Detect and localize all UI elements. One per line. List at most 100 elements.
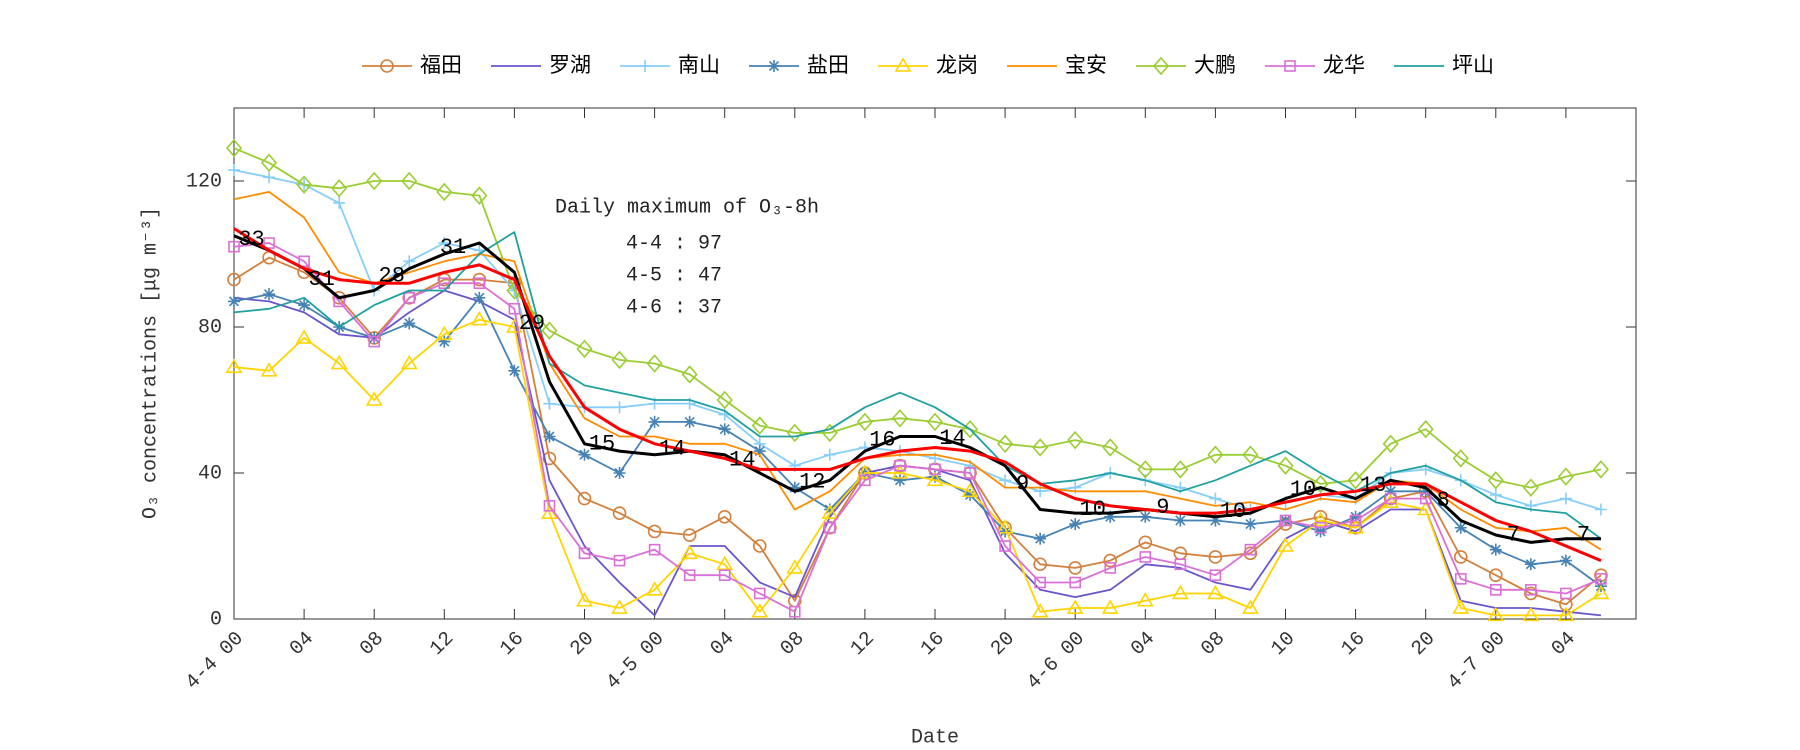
marker xyxy=(260,362,278,377)
marker xyxy=(1034,576,1046,589)
marker xyxy=(576,592,593,607)
marker xyxy=(298,255,310,268)
legend-label: 盐田 xyxy=(807,53,849,77)
marker xyxy=(751,603,769,618)
marker xyxy=(1033,557,1047,572)
marker xyxy=(1242,599,1259,614)
annotation-line: 4-4 : 97 xyxy=(626,232,722,255)
marker xyxy=(1136,592,1154,607)
marker xyxy=(403,317,416,330)
marker xyxy=(647,524,662,539)
marker xyxy=(471,186,488,205)
marker xyxy=(403,291,416,304)
marker xyxy=(298,299,311,312)
marker xyxy=(926,471,944,487)
marker xyxy=(1347,519,1364,534)
marker xyxy=(228,240,240,253)
marker xyxy=(753,587,766,600)
marker xyxy=(438,237,451,250)
marker xyxy=(1242,445,1259,464)
marker xyxy=(1207,584,1224,600)
point-label: 7 xyxy=(1507,523,1520,548)
marker xyxy=(1067,430,1084,450)
marker xyxy=(1069,576,1081,589)
annotation-line: 4-5 : 47 xyxy=(626,264,722,287)
marker xyxy=(263,288,276,301)
marker xyxy=(1384,485,1397,498)
marker xyxy=(1347,471,1364,490)
point-label: 16 xyxy=(869,428,895,453)
marker xyxy=(365,391,383,406)
point-label: 10 xyxy=(1290,477,1316,502)
marker xyxy=(1525,583,1537,596)
point-label: 28 xyxy=(379,263,405,288)
marker xyxy=(1454,573,1467,585)
marker xyxy=(999,474,1012,487)
point-label: 9 xyxy=(1016,471,1029,496)
marker xyxy=(681,365,698,384)
marker xyxy=(1522,606,1540,622)
marker xyxy=(1557,467,1574,486)
annotation-line: 4-6 : 37 xyxy=(626,296,722,319)
marker xyxy=(999,540,1011,552)
marker xyxy=(1069,518,1082,531)
marker xyxy=(333,196,346,209)
point-label: 29 xyxy=(519,311,545,336)
marker xyxy=(470,311,488,326)
marker xyxy=(1524,558,1537,571)
marker xyxy=(786,423,803,443)
marker xyxy=(1209,514,1222,527)
series-line xyxy=(233,293,1602,587)
point-label: 15 xyxy=(589,431,615,456)
marker xyxy=(821,504,839,519)
marker xyxy=(368,331,381,344)
point-label: 10 xyxy=(1080,497,1106,522)
marker xyxy=(402,290,417,305)
marker xyxy=(1312,511,1329,527)
marker xyxy=(435,325,453,341)
marker xyxy=(227,272,241,287)
marker xyxy=(1031,603,1049,618)
marker xyxy=(1312,474,1329,494)
marker xyxy=(1594,503,1607,516)
point-label: 8 xyxy=(1437,488,1450,513)
point-label: 9 xyxy=(1156,495,1169,520)
marker xyxy=(768,60,780,72)
marker xyxy=(646,581,663,596)
marker xyxy=(717,509,732,524)
series-line xyxy=(233,234,1601,544)
point-label: 12 xyxy=(799,470,825,495)
marker xyxy=(1277,456,1294,475)
marker xyxy=(1174,558,1187,571)
marker xyxy=(380,59,394,73)
marker xyxy=(1139,551,1152,563)
marker xyxy=(683,569,696,582)
legend-label: 罗湖 xyxy=(549,53,591,77)
marker xyxy=(1592,584,1610,600)
marker xyxy=(401,171,418,191)
marker xyxy=(263,171,276,184)
marker xyxy=(331,179,348,198)
marker xyxy=(1419,485,1432,498)
marker xyxy=(964,467,976,479)
series-line xyxy=(233,318,1602,617)
marker xyxy=(639,60,651,72)
marker xyxy=(543,430,556,443)
marker xyxy=(1592,460,1610,479)
marker xyxy=(1557,606,1575,622)
legend-label: 坪山 xyxy=(1452,53,1494,77)
marker xyxy=(228,164,240,177)
marker xyxy=(1032,438,1049,457)
marker xyxy=(542,451,557,466)
marker xyxy=(1034,532,1047,545)
marker xyxy=(578,448,591,461)
marker xyxy=(577,491,592,506)
marker xyxy=(1522,478,1539,497)
marker xyxy=(1208,550,1223,564)
marker xyxy=(1454,521,1467,534)
marker xyxy=(894,459,906,472)
marker xyxy=(681,544,699,560)
y-tick-label: 40 xyxy=(198,462,222,485)
marker xyxy=(1314,525,1327,538)
